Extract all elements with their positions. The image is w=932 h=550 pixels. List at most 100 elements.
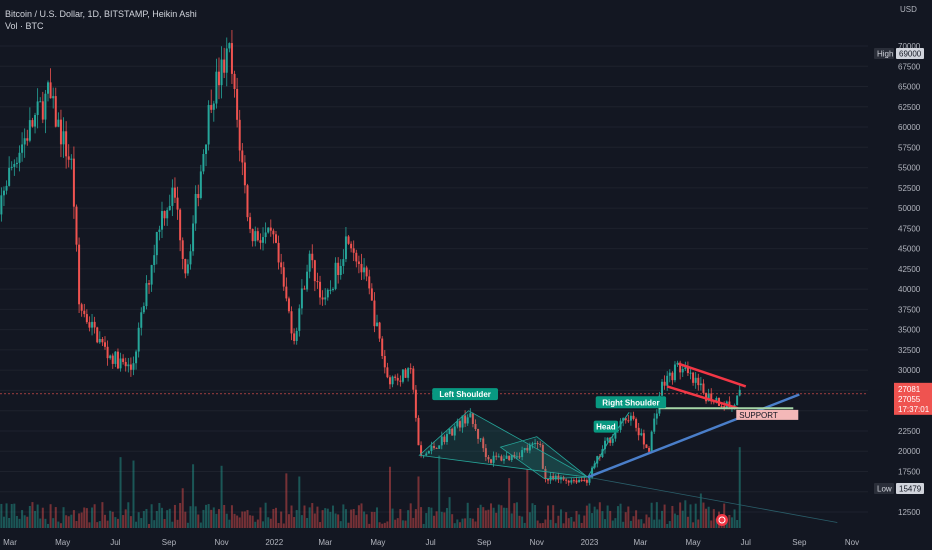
volume-bar	[686, 516, 689, 528]
candle-body	[492, 455, 495, 463]
candle-body	[274, 234, 277, 243]
candle-body	[591, 467, 594, 479]
candle-body	[18, 152, 21, 163]
low-value-bg	[896, 483, 924, 494]
volume-bar	[606, 505, 609, 528]
candle-body	[13, 164, 16, 167]
candle-body	[666, 375, 669, 386]
candle-body	[233, 73, 236, 90]
volume-bar	[93, 504, 96, 528]
candle-body	[148, 283, 151, 285]
volume-bar	[179, 502, 182, 528]
tradingview-logo-ring	[718, 516, 726, 524]
volume-bar	[365, 514, 368, 528]
volume-bar	[572, 521, 575, 528]
volume-bar	[360, 503, 363, 528]
candle-body	[487, 457, 490, 460]
volume-bar	[215, 513, 218, 528]
candle-body	[189, 251, 192, 265]
volume-bar	[557, 515, 560, 528]
volume-bar	[448, 497, 451, 528]
volume-bar	[414, 509, 417, 528]
candle-body	[376, 322, 379, 327]
candle-body	[308, 253, 311, 272]
candle-body	[523, 447, 526, 451]
volume-bar	[637, 519, 640, 528]
volume-bar	[0, 503, 3, 528]
candle-body	[388, 377, 391, 385]
volume-bar	[591, 513, 594, 528]
volume-bar	[440, 511, 443, 528]
candle-body	[531, 443, 534, 446]
volume-bar	[199, 522, 202, 528]
volume-bar	[344, 509, 347, 528]
volume-bar	[692, 522, 695, 528]
time-tick-label: Jul	[425, 538, 435, 547]
candle-body	[500, 456, 503, 461]
volume-bar	[394, 519, 397, 528]
candle-body	[236, 89, 239, 120]
volume-bar	[329, 511, 332, 528]
candle-body	[435, 447, 438, 449]
candle-body	[505, 455, 508, 459]
candle-body	[629, 415, 632, 421]
volume-bar	[567, 518, 570, 528]
price-tick-label: 65000	[898, 83, 921, 92]
volume-bar	[420, 507, 423, 528]
volume-bar	[44, 518, 47, 528]
volume-bar	[694, 503, 697, 528]
volume-bar	[103, 514, 106, 528]
candle-body	[241, 150, 244, 163]
volume-bar	[189, 506, 192, 528]
drawings[interactable]: SUPPORT Left Shoulder Head Right Shoulder	[0, 362, 868, 523]
volume-bar	[536, 520, 539, 528]
candle-body	[116, 351, 119, 369]
candle-body	[663, 381, 666, 386]
volume-bar	[202, 509, 205, 528]
volume-bar	[554, 523, 557, 528]
left-shoulder-label: Left Shoulder	[439, 390, 491, 399]
price-scale[interactable]: USD 70000 67500 65000 62500 60000 57500 55000 52…	[868, 0, 932, 550]
volume-bar	[350, 509, 353, 528]
volume-bar	[622, 521, 625, 528]
candle-body	[736, 395, 739, 405]
candle-body	[510, 454, 513, 460]
candle-body	[443, 436, 446, 443]
candle-body	[202, 154, 205, 172]
candle-body	[171, 187, 174, 206]
candle-body	[699, 383, 702, 386]
volume-bar	[207, 504, 210, 528]
volume-bar	[534, 504, 537, 528]
price-tag-bg	[894, 382, 932, 415]
candle-body	[326, 289, 329, 298]
candle-body	[370, 288, 373, 301]
candle-body	[251, 229, 254, 242]
volume-bar	[129, 516, 132, 528]
candle-body	[62, 131, 65, 145]
candle-body	[451, 428, 454, 436]
candle-body	[103, 342, 106, 347]
volume-bar	[272, 508, 275, 528]
candle-body	[391, 376, 394, 385]
volume-bar	[228, 519, 231, 528]
candle-body	[585, 480, 588, 483]
volume-bar	[541, 523, 544, 528]
candle-body	[59, 119, 62, 145]
time-tick-label: Nov	[530, 538, 544, 547]
candle-body	[272, 230, 275, 235]
candle-body	[127, 364, 130, 367]
volume-bar	[85, 508, 88, 528]
volume-bar	[352, 509, 355, 528]
candle-body	[477, 429, 480, 439]
volume-bar	[451, 514, 454, 528]
volume-bar	[282, 523, 285, 528]
candle-body	[383, 355, 386, 368]
volume-bar	[135, 521, 138, 528]
candle-body	[604, 440, 607, 450]
support-label: SUPPORT	[739, 411, 778, 420]
candle-body	[648, 447, 651, 452]
time-scale[interactable]: Mar May Jul Sep Nov 2022 Mar May Jul Sep Nov 2023 Ma…	[0, 514, 932, 550]
candle-body	[614, 430, 617, 439]
time-tick-label: 2023	[581, 538, 599, 547]
